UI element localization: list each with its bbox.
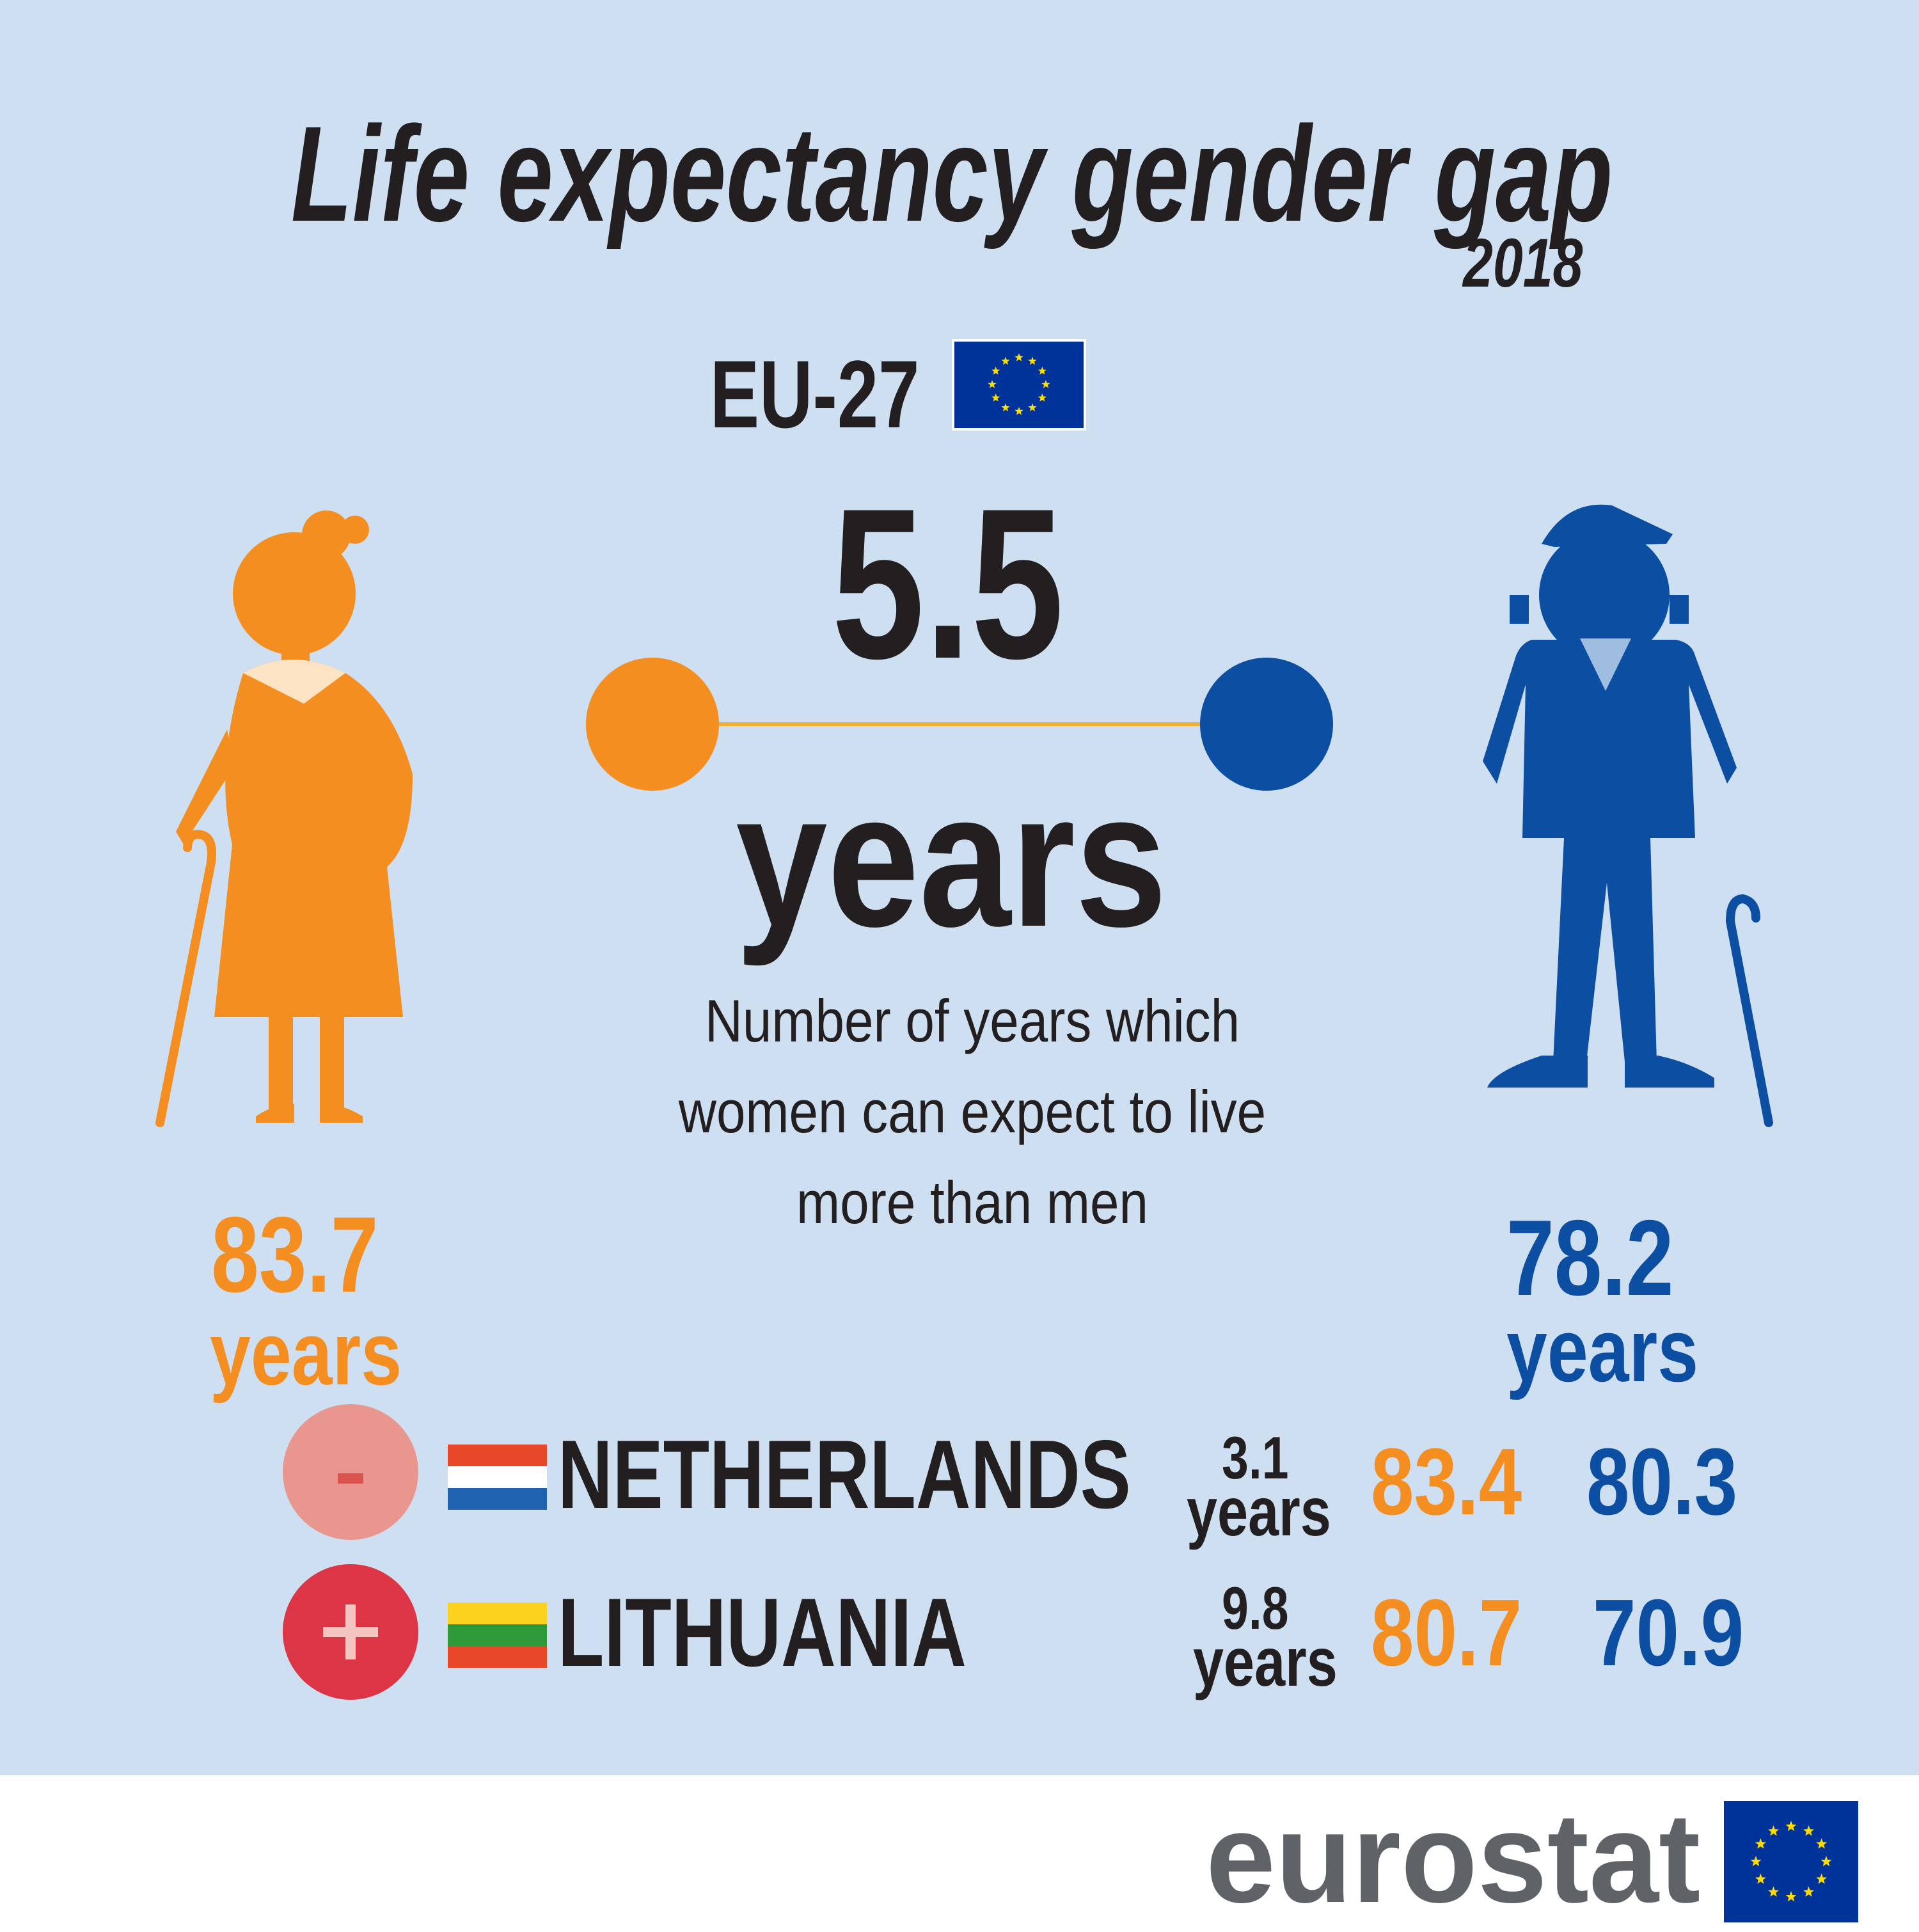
eu-star [1767,1886,1780,1897]
men-dot [1200,658,1333,791]
description-line: women can expect to live [678,1078,1267,1145]
eu-star [1803,1825,1815,1836]
eu-star [1785,1821,1797,1832]
man-figure-icon [1483,504,1773,1127]
footer [0,1775,1919,1919]
eu-star [1038,393,1047,402]
eu-star [1820,1856,1832,1867]
eu-star [1816,1873,1828,1884]
country-men-value: 80.3 [1586,1429,1738,1535]
country-gap-value: 9.8 [1222,1574,1289,1642]
plus-icon [323,1604,378,1659]
country-gap-unit: years [1187,1473,1331,1550]
gap-unit: years [736,752,1167,967]
eu-star [1755,1838,1766,1849]
eu-star [988,380,997,388]
eu-star [1015,407,1023,415]
eu-star [1750,1856,1762,1867]
description-line: more than men [796,1169,1149,1236]
country-name: LITHUANIA [558,1578,967,1687]
lithuania-flag-icon [448,1603,547,1668]
country-women-value: 83.4 [1371,1429,1522,1535]
eu-star [1001,403,1010,412]
description-line: Number of years which [704,987,1240,1054]
eu-star [1038,367,1047,375]
country-men-value: 70.9 [1593,1580,1744,1686]
gap-value: 5.5 [832,464,1064,703]
eu-star [1041,380,1050,388]
country-gap-value: 3.1 [1222,1424,1289,1491]
eu-star [1028,356,1037,365]
eu-star [1803,1886,1815,1897]
men-life-expectancy: 78.2 [1506,1198,1674,1318]
eu-flag-icon [952,339,1086,431]
year-label: 2018 [1463,224,1583,301]
women-unit: years [210,1303,402,1404]
eu-star [991,367,1000,375]
eu-star [1001,356,1010,365]
women-dot [586,658,719,791]
women-life-expectancy: 83.7 [211,1194,379,1315]
eu-star [1816,1838,1828,1849]
eu-star [1028,403,1037,412]
netherlands-flag-icon [448,1445,547,1510]
eu-flag-icon [1724,1801,1858,1922]
eu-star [1785,1891,1797,1902]
eurostat-logo: eurostat [1206,1787,1701,1929]
woman-figure-icon [155,511,413,1127]
country-women-value: 80.7 [1371,1580,1522,1686]
page-title: Life expectancy gender gap [291,98,1613,249]
gap-connector [586,658,1333,791]
eu-star [1755,1873,1766,1884]
minus-badge [283,1404,418,1540]
country-gap-unit: years [1193,1623,1338,1700]
country-name: NETHERLANDS [558,1420,1131,1529]
eu-star [1767,1825,1780,1836]
eu-star [1015,353,1023,361]
gap-description: Number of years which women can expect t… [669,976,1275,1248]
eu-star [991,393,1000,402]
men-unit: years [1506,1300,1699,1400]
minus-icon [338,1473,363,1484]
region-label: EU-27 [710,340,920,448]
